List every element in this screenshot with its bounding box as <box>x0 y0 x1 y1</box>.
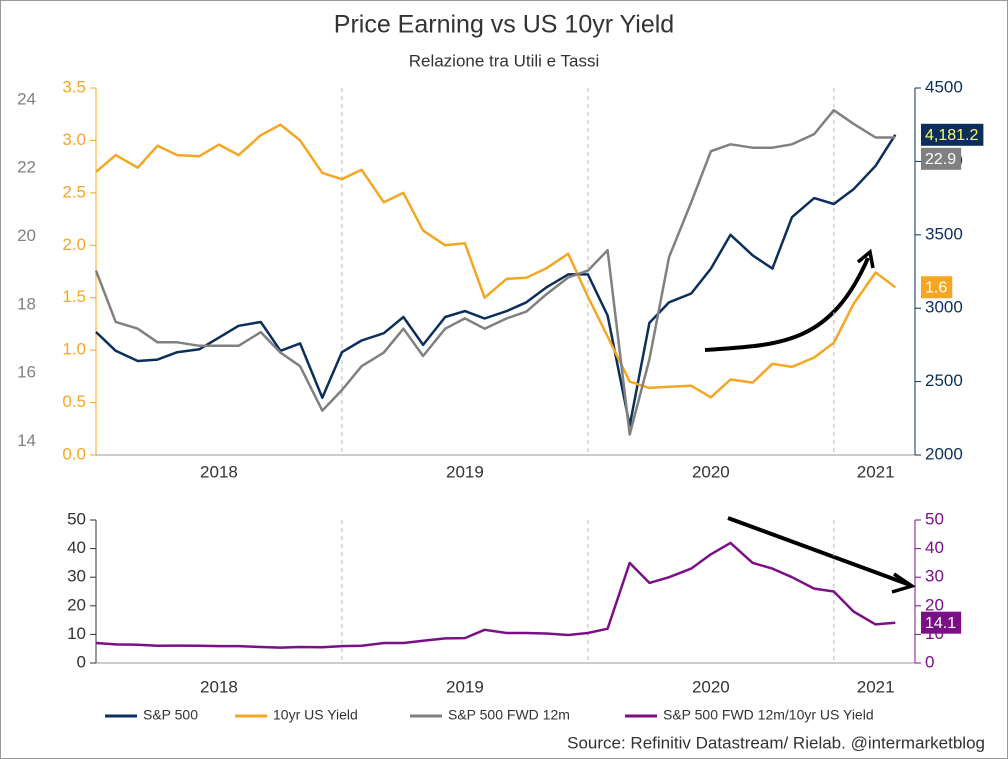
legend-label: S&P 500 FWD 12m <box>448 707 570 723</box>
chart-title: Price Earning vs US 10yr Yield <box>334 11 674 39</box>
y-tick-label: 0.0 <box>62 444 86 463</box>
series-line <box>95 541 896 649</box>
y2-tick-label: 20 <box>925 595 944 614</box>
y3-tick-label: 16 <box>17 363 36 382</box>
arrow <box>704 257 870 352</box>
y2-tick-label: 0 <box>925 652 934 671</box>
arrow-head <box>856 248 875 269</box>
y-tick-label: 30 <box>67 567 86 586</box>
end-label-box <box>921 611 962 634</box>
x-tick-label: 2021 <box>857 677 895 696</box>
end-label-text: 1.6 <box>925 279 947 296</box>
y2-tick-label: 2000 <box>925 444 963 463</box>
end-label-text: 22.9 <box>925 151 956 168</box>
series-line <box>95 123 897 399</box>
end-label-box <box>921 276 953 299</box>
y-tick-label: 1.5 <box>62 287 86 306</box>
chart-subtitle: Relazione tra Utili e Tassi <box>409 51 600 70</box>
end-label: 4,181.2 <box>921 123 984 146</box>
x-tick-label: 2019 <box>446 677 484 696</box>
y-tick-label: 1.0 <box>62 340 86 359</box>
end-label-box <box>921 147 962 170</box>
x-tick-label: 2021 <box>857 462 895 481</box>
end-label-text: 14.1 <box>925 615 956 632</box>
arrow-head <box>891 572 917 594</box>
end-label-text: 4,181.2 <box>925 127 978 144</box>
y2-tick-label: 50 <box>925 509 944 528</box>
x-tick-label: 2018 <box>200 677 238 696</box>
legend-label: S&P 500 <box>143 707 198 723</box>
y3-tick-label: 18 <box>17 294 36 313</box>
y-tick-label: 40 <box>67 538 86 557</box>
y3-tick-label: 14 <box>17 431 36 450</box>
y2-tick-label: 2500 <box>925 371 963 390</box>
legend-label: 10yr US Yield <box>273 707 358 723</box>
end-label: 22.9 <box>921 147 962 170</box>
source: Source: Refinitiv Datastream/ Rielab. @i… <box>567 733 985 752</box>
y-tick-label: 0.5 <box>62 392 86 411</box>
legend-label: S&P 500 FWD 12m/10yr US Yield <box>663 707 874 723</box>
x-tick-label: 2018 <box>200 462 238 481</box>
series-line <box>94 108 896 436</box>
y-tick-label: 3.0 <box>62 130 86 149</box>
y2-tick-label: 30 <box>925 567 944 586</box>
y2-tick-label: 4500 <box>925 77 963 96</box>
x-tick-label: 2019 <box>446 462 484 481</box>
end-label-box <box>921 123 984 146</box>
series-line <box>95 134 897 427</box>
y-tick-label: 3.5 <box>62 77 86 96</box>
y3-tick-label: 20 <box>17 226 36 245</box>
y3-tick-label: 24 <box>17 89 36 108</box>
y2-tick-label: 40 <box>925 538 944 557</box>
y-tick-label: 50 <box>67 509 86 528</box>
annotation-arrows <box>704 248 917 594</box>
y-tick-label: 2.5 <box>62 182 86 201</box>
arrow <box>727 516 911 587</box>
y2-tick-label: 3500 <box>925 224 963 243</box>
end-label: 1.6 <box>921 276 953 299</box>
y-tick-label: 0 <box>77 652 86 671</box>
x-tick-label: 2020 <box>692 677 730 696</box>
y3-tick-label: 22 <box>17 158 36 177</box>
y-tick-label: 20 <box>67 595 86 614</box>
end-label: 14.1 <box>921 611 962 634</box>
y2-tick-label: 3000 <box>925 298 963 317</box>
y-tick-label: 2.0 <box>62 235 86 254</box>
x-tick-label: 2020 <box>692 462 730 481</box>
y-tick-label: 10 <box>67 624 86 643</box>
